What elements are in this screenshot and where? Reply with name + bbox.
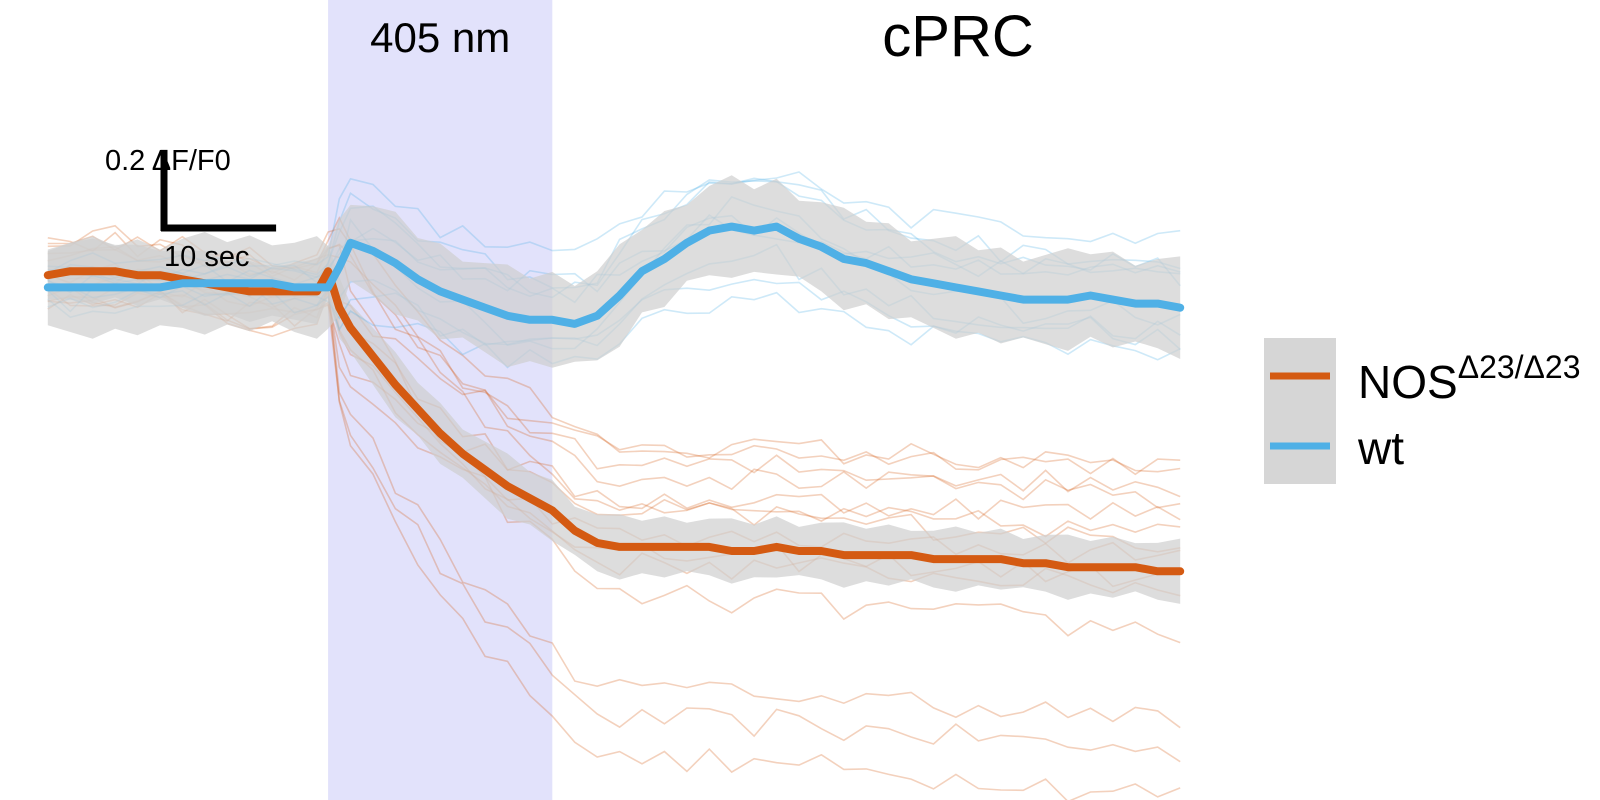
series-line-wt: [43, 222, 1185, 328]
scale-bar: 0.2 ΔF/F0 10 sec: [105, 145, 277, 273]
legend-label-nos-superscript: Δ23/Δ23: [1458, 349, 1581, 385]
band-wt: [47, 175, 1181, 368]
chart-title: cPRC: [882, 4, 1033, 69]
scale-bar-y-label: 0.2 ΔF/F0: [105, 145, 231, 177]
stimulus-band: [328, 0, 553, 800]
legend-label-wt: wt: [1357, 422, 1404, 474]
legend-background: [1264, 338, 1336, 484]
series-line-nos: [43, 267, 1185, 576]
legend: NOSΔ23/Δ23 wt: [1264, 338, 1581, 484]
legend-label-nos-base: NOS: [1358, 356, 1458, 408]
legend-label-nos: NOSΔ23/Δ23: [1358, 349, 1581, 408]
scale-bar-x-label: 10 sec: [164, 241, 249, 273]
plot-area: [43, 171, 1185, 800]
stimulus-label: 405 nm: [370, 14, 510, 61]
